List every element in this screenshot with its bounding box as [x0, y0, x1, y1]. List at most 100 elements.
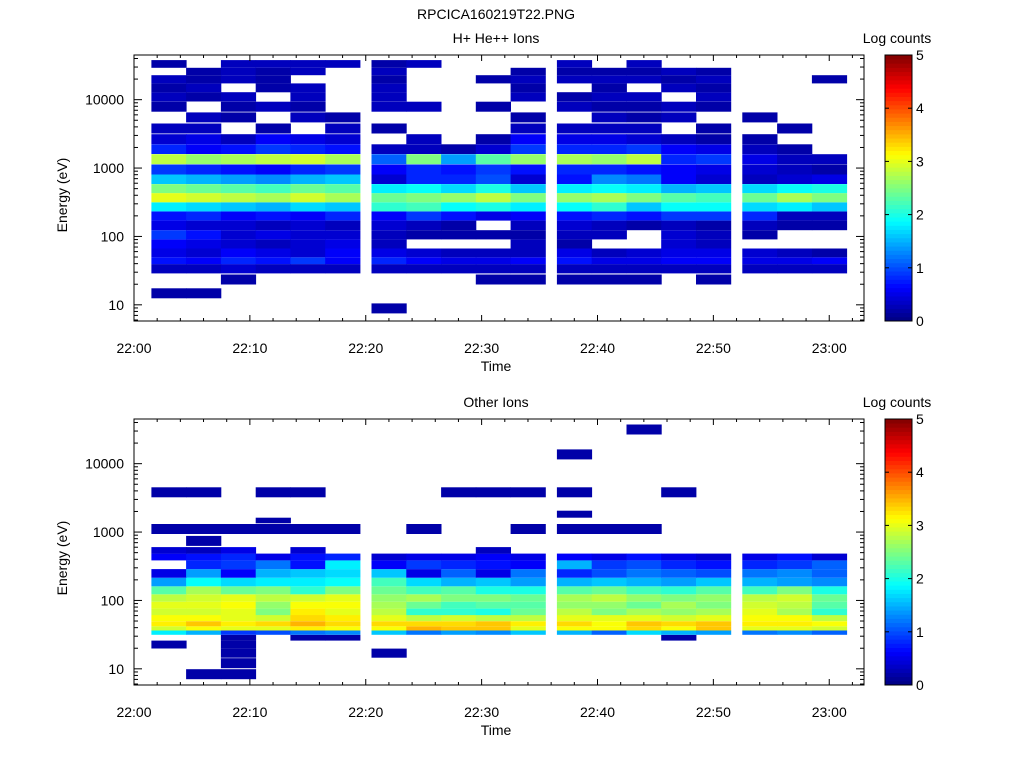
heatmap-cell — [151, 123, 187, 134]
colorbar-segment — [885, 125, 912, 131]
heatmap-cell — [290, 184, 326, 194]
colorbar-segment — [885, 468, 912, 474]
heatmap-cell — [556, 248, 593, 258]
colorbar-segment — [885, 518, 912, 524]
colorbar-tick-label: 2 — [916, 571, 924, 587]
heatmap-cell — [626, 621, 662, 627]
heatmap-cell — [591, 83, 627, 93]
heatmap-cell — [186, 75, 222, 84]
heatmap-cell — [626, 524, 662, 534]
heatmap-cell — [742, 164, 778, 175]
heatmap-cell — [591, 569, 627, 578]
heatmap-cell — [151, 615, 187, 622]
plot-frame — [133, 54, 865, 322]
y-tick-label: 1000 — [93, 524, 124, 540]
heatmap-cell — [661, 144, 697, 154]
colorbar: 0 1 2 3 4 5 — [884, 47, 924, 329]
heatmap-cell — [475, 608, 511, 616]
heatmap-cell — [151, 230, 187, 240]
heatmap-cell — [591, 174, 627, 184]
heatmap-cell — [696, 220, 732, 231]
heatmap-cell — [742, 594, 778, 602]
colorbar-segment — [885, 527, 912, 532]
colorbar-segment — [885, 283, 912, 289]
heatmap-cells — [151, 60, 848, 314]
heatmap-cell — [220, 640, 257, 649]
heatmap-cell — [371, 60, 407, 68]
colorbar-segment — [885, 589, 912, 594]
heatmap-cell — [626, 220, 662, 231]
heatmap-cell — [626, 60, 662, 68]
colorbar-segment — [885, 568, 912, 574]
heatmap-cell — [742, 154, 778, 165]
heatmap-cell — [626, 626, 662, 631]
heatmap-cell — [742, 630, 778, 635]
colorbar-segment — [885, 175, 912, 181]
colorbar-segment — [885, 464, 912, 470]
colorbar-segment — [885, 539, 912, 545]
colorbar-tick-label: 5 — [916, 47, 924, 63]
heatmap-cell — [626, 134, 662, 145]
heatmap-cell — [475, 626, 511, 631]
heatmap-cell — [777, 123, 813, 134]
heatmap-cell — [777, 220, 813, 231]
heatmap-cell — [255, 164, 291, 175]
colorbar-segment — [885, 129, 912, 135]
heatmap-cell — [556, 560, 593, 570]
heatmap-cell — [406, 193, 442, 203]
heatmap-cell — [475, 202, 511, 212]
heatmap-cell — [441, 621, 477, 627]
heatmap-cell — [661, 264, 697, 274]
heatmap-cell — [220, 154, 257, 165]
heatmap-cell — [220, 560, 257, 570]
heatmap-cell — [406, 257, 442, 265]
heatmap-cell — [255, 257, 291, 265]
heatmap-cell — [325, 524, 361, 534]
heatmap-cell — [186, 220, 222, 231]
heatmap-cell — [186, 487, 222, 498]
heatmap-cell — [151, 174, 187, 184]
heatmap-cell — [556, 553, 593, 561]
colorbar-segment — [885, 59, 912, 64]
heatmap-cell — [661, 634, 697, 641]
colorbar-segment — [885, 92, 912, 97]
heatmap-cell — [441, 630, 477, 635]
colorbar-segment — [885, 104, 912, 110]
y-tick-label: 100 — [101, 592, 125, 608]
colorbar-segment — [885, 552, 912, 557]
heatmap-cell — [591, 211, 627, 221]
heatmap-cell — [661, 248, 697, 258]
heatmap-cell — [777, 257, 813, 265]
heatmap-cell — [626, 123, 662, 134]
heatmap-cell — [626, 630, 662, 635]
heatmap-cell — [475, 174, 511, 184]
heatmap-cell — [186, 154, 222, 165]
y-tick-label: 10 — [108, 661, 124, 677]
heatmap-cell — [591, 230, 627, 240]
colorbar-segment — [885, 643, 912, 648]
heatmap-cell — [661, 487, 697, 498]
heatmap-cell — [220, 634, 257, 641]
heatmap-cell — [255, 594, 291, 602]
heatmap-cell — [556, 220, 593, 231]
heatmap-cell — [626, 601, 662, 609]
heatmap-cell — [406, 621, 442, 627]
heatmap-cell — [591, 264, 627, 274]
heatmap-cell — [811, 630, 848, 635]
heatmap-cell — [696, 586, 732, 595]
heatmap-cell — [186, 67, 222, 76]
heatmap-cell — [475, 553, 511, 561]
heatmap-cell — [325, 248, 361, 258]
colorbar-segment — [885, 225, 912, 230]
heatmap-cell — [742, 184, 778, 194]
heatmap-cell — [371, 92, 407, 102]
heatmap-cell — [406, 615, 442, 622]
heatmap-cell — [255, 101, 291, 112]
heatmap-cell — [475, 274, 511, 285]
heatmap-cell — [406, 626, 442, 631]
heatmap-cell — [290, 630, 326, 635]
heatmap-cell — [325, 123, 361, 134]
heatmap-cell — [742, 586, 778, 595]
colorbar-segment — [885, 522, 912, 528]
heatmap-cell — [661, 594, 697, 602]
